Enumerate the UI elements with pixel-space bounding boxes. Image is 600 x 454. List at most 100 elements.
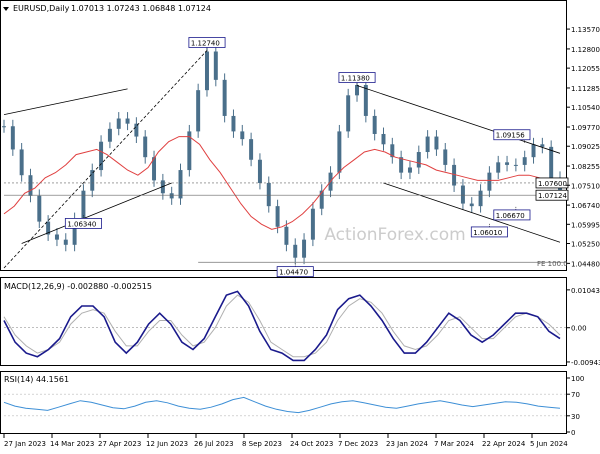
price-callout-box [493, 209, 531, 221]
candle-body [381, 133, 386, 145]
rsi-tick-label: 70 [571, 391, 580, 399]
x-tick-label: 23 Jan 2024 [386, 440, 429, 448]
macd-tick-label: -0.009436 [571, 359, 600, 367]
candle-body [425, 136, 430, 153]
price-callout-label: 1.04470 [279, 269, 308, 277]
candle-body [416, 152, 421, 168]
macd-line [3, 290, 561, 362]
price-callout-label: 1.09156 [496, 132, 525, 140]
price-tick-label: 1.07510 [571, 182, 600, 190]
candle-body [257, 159, 262, 183]
candle-body [407, 167, 412, 173]
candle-body [143, 136, 148, 158]
price-callout-box [276, 266, 314, 278]
price-tick-label: 1.06740 [571, 202, 600, 210]
candle-body [72, 219, 77, 245]
candle-body [505, 162, 510, 165]
price-callout-box [338, 72, 376, 83]
last-price-box [535, 189, 569, 201]
candle-body [46, 221, 51, 235]
candle-body [522, 157, 527, 165]
price-tick-label: 1.08255 [571, 163, 600, 171]
rsi-title: RSI(14) 44.1561 [4, 375, 69, 384]
watermark: ActionForex.com [324, 225, 465, 245]
rsi-tick-label: 100 [571, 375, 584, 383]
candle-body [81, 190, 86, 220]
candle-body [2, 126, 6, 128]
price-tick-label: 1.09025 [571, 143, 600, 151]
candle-body [275, 206, 280, 227]
candle-body [196, 90, 201, 132]
candle-body [487, 172, 492, 191]
x-tick-label: 7 Dec 2023 [338, 440, 378, 448]
x-tick-label: 7 Mar 2024 [434, 440, 474, 448]
candle-body [452, 164, 457, 186]
x-tick-label: 22 Apr 2024 [482, 440, 526, 448]
candle-body [134, 123, 139, 137]
price-tick-label: 1.12055 [571, 65, 600, 73]
rsi-tick-label: 0 [571, 429, 575, 437]
candle-body [443, 149, 448, 165]
candle-body [540, 144, 545, 147]
macd-signal-line [3, 294, 561, 358]
price-callout-box [493, 129, 531, 141]
price-tick-label: 1.04480 [571, 260, 600, 268]
price-callout-box [470, 226, 508, 238]
moving-average-line [3, 136, 561, 230]
candle-body [63, 239, 68, 245]
channel-upper-left [3, 88, 128, 116]
candle-body [513, 164, 518, 166]
candle-body [37, 195, 42, 222]
price-tick-label: 1.10540 [571, 104, 600, 112]
candle-body [116, 118, 121, 129]
ohlc-label: 1.07013 1.07243 1.06848 1.07124 [71, 4, 211, 13]
x-tick-label: 5 Jun 2024 [530, 440, 568, 448]
candle-body [187, 131, 192, 171]
fibo-label: FE 100.0 [537, 260, 568, 268]
x-tick-label: 8 Sep 2023 [242, 440, 282, 448]
candle-body [99, 141, 104, 171]
candle-body [460, 185, 465, 204]
macd-tick-label: 0.010434 [571, 287, 600, 295]
price-plot: 1.07600 1.07124 1.12740 1.11380 1.09156 1.063… [2, 37, 569, 278]
candle-body [434, 136, 439, 150]
channel-lower-left [21, 182, 172, 244]
candle-body [152, 157, 157, 181]
price-callout-box [64, 218, 102, 229]
rsi-plot [3, 393, 566, 417]
macd-tick-label: 0.00 [571, 325, 587, 333]
candle-body [107, 128, 112, 142]
candle-body [213, 51, 218, 80]
price-callout-box [188, 37, 226, 48]
price-tick-label: 1.09770 [571, 124, 600, 132]
price-tick-label: 1.05250 [571, 241, 600, 249]
x-tick-label: 12 Jun 2023 [146, 440, 188, 448]
trend-dashed-line [3, 50, 208, 269]
triangle-down-icon[interactable] [3, 7, 9, 11]
candle-body [319, 190, 324, 209]
candle-body [372, 115, 377, 134]
candle-body [178, 170, 183, 199]
candle-body [346, 95, 351, 132]
candle-body [90, 170, 95, 191]
x-tick-label: 27 Apr 2023 [98, 440, 141, 448]
axes: 1.13570 1.12800 1.12055 1.11285 1.10540 1.097… [3, 26, 600, 448]
candle-body [293, 244, 298, 258]
last-price-label: 1.07600 [538, 180, 567, 188]
candle-body [469, 203, 474, 207]
rsi-tick-label: 30 [571, 413, 580, 421]
candle-body [478, 190, 483, 207]
macd-plot [3, 290, 566, 362]
price-tick-label: 1.12800 [571, 46, 600, 54]
price-callout-label: 1.06340 [67, 220, 96, 228]
candle-body [355, 85, 360, 96]
candle-body [10, 126, 15, 150]
candle-body [125, 118, 130, 124]
candle-body [531, 144, 536, 158]
candle-body [240, 131, 245, 140]
candle-body [54, 234, 59, 240]
macd-title: MACD(12,26,9) -0.002880 -0.002515 [4, 282, 152, 291]
candle-body [204, 51, 209, 91]
